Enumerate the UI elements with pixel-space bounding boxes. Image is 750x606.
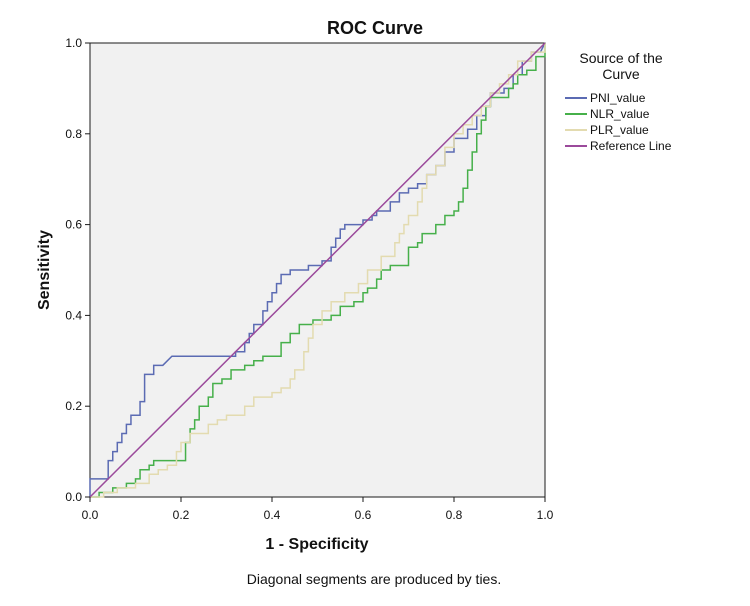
footnote: Diagonal segments are produced by ties.	[247, 571, 501, 587]
legend-title-line-1: Source of the	[579, 50, 662, 66]
series-reference-line-line	[89, 42, 546, 498]
ticks-layer: 0.0 0.2 0.4 0.6 0.8 1.0 0.0 0.2 0.4 0.6 0.8 1.0	[65, 36, 553, 522]
legend-label-pni-value: PNI_value	[590, 91, 646, 105]
x-tick-label-0-6: 0.6	[355, 508, 372, 522]
x-tick-label-0-2: 0.2	[173, 508, 190, 522]
x-axis-title: 1 - Specificity	[265, 536, 368, 553]
y-tick-label-0-6: 0.6	[65, 218, 82, 232]
y-tick-label-0-4: 0.4	[65, 308, 82, 322]
legend-label-nlr-value: NLR_value	[590, 107, 650, 121]
series-plr-value-line	[90, 43, 546, 498]
x-tick-label-0-8: 0.8	[446, 508, 463, 522]
legend-label-reference-line: Reference Line	[590, 139, 672, 153]
x-tick-label-0-4: 0.4	[264, 508, 281, 522]
y-tick-label-0-8: 0.8	[65, 127, 82, 141]
legend-label-plr-value: PLR_value	[590, 123, 649, 137]
y-tick-label-0-2: 0.2	[65, 399, 82, 413]
series-pni-value-line	[89, 42, 546, 497]
chart-title: ROC Curve	[327, 18, 423, 38]
y-axis-title: Sensitivity	[36, 230, 53, 310]
y-tick-label-0-0: 0.0	[65, 490, 82, 504]
lines-layer	[89, 42, 546, 498]
x-tick-label-1-0: 1.0	[537, 508, 554, 522]
x-tick-label-0-0: 0.0	[82, 508, 99, 522]
y-tick-label-1-0: 1.0	[65, 36, 82, 50]
legend-title-line-2: Curve	[602, 66, 640, 82]
